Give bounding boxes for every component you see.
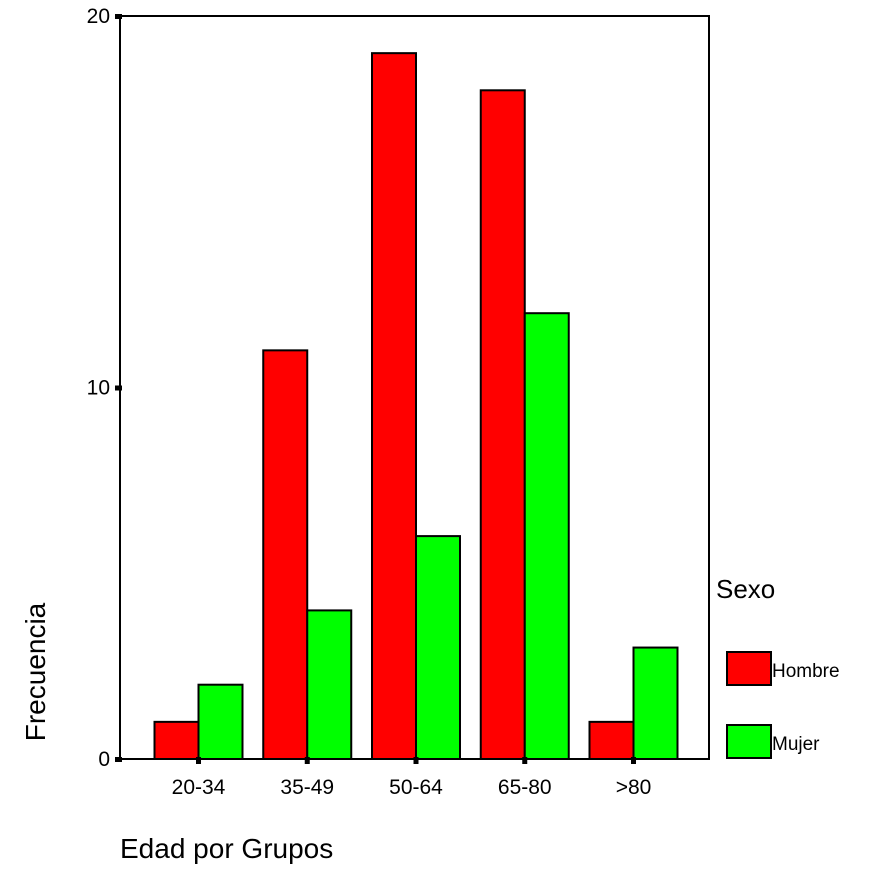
bar-mujer-0 bbox=[197, 683, 244, 761]
x-tick-label: 50-64 bbox=[389, 776, 443, 799]
x-tick-mark bbox=[413, 757, 419, 764]
bars-group bbox=[153, 52, 679, 761]
x-tick-label: 65-80 bbox=[498, 776, 552, 799]
x-tick-label: >80 bbox=[616, 776, 652, 799]
bar-mujer-1 bbox=[306, 609, 353, 761]
x-tick-mark bbox=[304, 757, 310, 764]
bar-mujer-4 bbox=[632, 646, 679, 760]
legend-label-mujer: Mujer bbox=[772, 734, 820, 755]
legend-swatch-mujer bbox=[726, 724, 772, 759]
y-tick-mark bbox=[115, 757, 122, 762]
bar-mujer-2 bbox=[415, 535, 461, 760]
y-tick-mark bbox=[115, 385, 122, 391]
y-tick-label: 20 bbox=[87, 5, 110, 28]
bar-hombre-0 bbox=[153, 720, 200, 760]
bar-mujer-3 bbox=[523, 312, 570, 760]
x-axis-label: Edad por Grupos bbox=[120, 833, 333, 864]
y-tick-label: 0 bbox=[98, 748, 110, 771]
x-tick-mark bbox=[631, 757, 636, 764]
bar-hombre-4 bbox=[588, 720, 635, 760]
x-tick-mark bbox=[196, 757, 201, 764]
y-axis-label: Frecuencia bbox=[20, 602, 51, 741]
x-axis-ticks: 20-34 35-49 50-64 65-80 >80 bbox=[172, 757, 652, 799]
legend-title: Sexo bbox=[716, 574, 775, 604]
bar-hombre-1 bbox=[262, 349, 309, 760]
y-tick-label: 10 bbox=[87, 377, 110, 400]
legend-items: Hombre Mujer bbox=[726, 651, 840, 759]
bar-hombre-2 bbox=[371, 52, 417, 760]
x-tick-label: 35-49 bbox=[280, 776, 334, 799]
y-axis-ticks: 0 10 20 bbox=[87, 5, 122, 771]
x-tick-mark bbox=[522, 757, 528, 764]
legend-swatch-hombre bbox=[726, 651, 772, 686]
y-tick-mark bbox=[115, 14, 122, 19]
bar-hombre-3 bbox=[479, 89, 526, 761]
legend-label-hombre: Hombre bbox=[772, 661, 840, 682]
legend: Sexo Hombre Mujer bbox=[716, 574, 840, 759]
x-tick-label: 20-34 bbox=[172, 776, 226, 799]
